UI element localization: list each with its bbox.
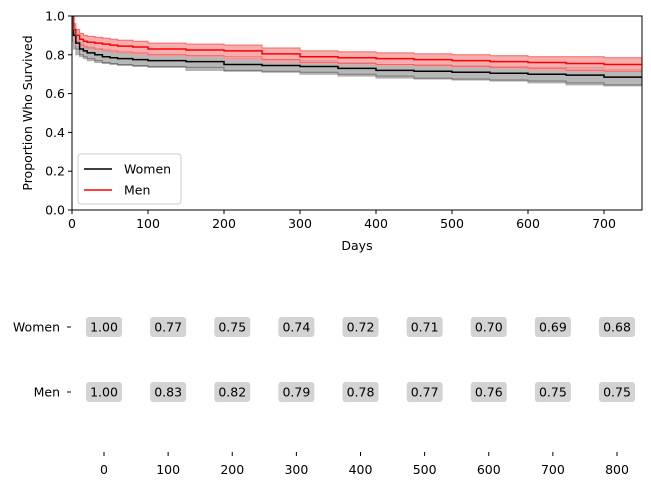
table-cell-box bbox=[86, 382, 122, 402]
plot-frame bbox=[71, 15, 643, 211]
table-cell-value: 0.78 bbox=[347, 385, 375, 400]
legend: Women Men bbox=[77, 153, 182, 205]
table-cell-box bbox=[214, 382, 251, 402]
table-cell-box bbox=[599, 382, 635, 402]
table-x-tick-label: 600 bbox=[477, 462, 501, 477]
table-cell-value: 0.69 bbox=[539, 320, 567, 335]
table-cell-box bbox=[470, 317, 507, 337]
x-tick-label: 100 bbox=[136, 216, 160, 231]
x-tick-label: 200 bbox=[212, 216, 236, 231]
table-cell-box bbox=[534, 317, 571, 337]
table-cell-value: 1.00 bbox=[90, 385, 118, 400]
y-tick-label: 0.4 bbox=[45, 125, 65, 140]
table-cell-value: 0.68 bbox=[603, 320, 631, 335]
table-cell-value: 0.71 bbox=[411, 320, 439, 335]
y-tick-label: 0.2 bbox=[45, 164, 65, 179]
x-axis-label: Days bbox=[341, 238, 372, 253]
table-cell-value: 0.82 bbox=[218, 385, 246, 400]
table-cell-box bbox=[86, 317, 122, 337]
table-cell-box bbox=[150, 382, 187, 402]
men-legend-label: Men bbox=[124, 183, 150, 198]
survival-curve-chart: 0 100 200 300 400 500 600 700 0.0 0.2 0.4 0.6 0.8 1.… bbox=[20, 9, 643, 253]
table-x-tick-label: 500 bbox=[413, 462, 437, 477]
table-cell-value: 0.75 bbox=[539, 385, 567, 400]
y-tick-label: 0.0 bbox=[45, 203, 65, 218]
table-cell-value: 0.74 bbox=[282, 320, 310, 335]
table-cell-box bbox=[214, 317, 251, 337]
table-cell-value: 0.76 bbox=[475, 385, 503, 400]
table-x-tick-label: 300 bbox=[284, 462, 308, 477]
x-tick-label: 0 bbox=[68, 216, 76, 231]
women-survival-line bbox=[72, 16, 642, 79]
table-x-tick-label: 400 bbox=[349, 462, 373, 477]
table-cell-value: 0.83 bbox=[154, 385, 182, 400]
table-cell-value: 0.77 bbox=[411, 385, 439, 400]
y-axis-label: Proportion Who Survived bbox=[20, 35, 35, 190]
confidence-bands bbox=[72, 16, 642, 87]
y-axis-ticks: 0.0 0.2 0.4 0.6 0.8 1.0 bbox=[45, 9, 72, 218]
women-lower-bound-line bbox=[72, 16, 642, 86]
table-cell-box bbox=[342, 382, 379, 402]
survival-lines bbox=[72, 16, 642, 79]
table-cell-value: 0.72 bbox=[347, 320, 375, 335]
men-confidence-band bbox=[72, 16, 642, 72]
table-cell-value: 1.00 bbox=[90, 320, 118, 335]
table-cell-box bbox=[278, 382, 315, 402]
table-x-tick-label: 800 bbox=[605, 462, 629, 477]
x-tick-label: 500 bbox=[440, 216, 464, 231]
table-x-tick-label: 100 bbox=[156, 462, 180, 477]
table-cell-value: 0.75 bbox=[218, 320, 246, 335]
x-axis-ticks: 0 100 200 300 400 500 600 700 bbox=[68, 210, 616, 231]
table-cell-box bbox=[599, 317, 635, 337]
table-cell-value: 0.70 bbox=[475, 320, 503, 335]
men-upper-bound-line bbox=[72, 16, 642, 59]
table-x-tick-label: 700 bbox=[541, 462, 565, 477]
x-tick-label: 400 bbox=[364, 216, 388, 231]
table-cell-box bbox=[534, 382, 571, 402]
table-cell-value: 0.79 bbox=[282, 385, 310, 400]
at-risk-table: Women 1.00 0.77 0.75 0.74 0.72 0.71 0.70 0.69 0.6… bbox=[13, 317, 635, 477]
men-survival-line bbox=[72, 16, 642, 66]
row-label-men: Men bbox=[34, 385, 60, 400]
x-tick-label: 700 bbox=[592, 216, 616, 231]
table-x-tick-label: 200 bbox=[220, 462, 244, 477]
table-cell-value: 0.75 bbox=[603, 385, 631, 400]
women-legend-label: Women bbox=[124, 162, 171, 177]
men-lower-bound-line bbox=[72, 16, 642, 72]
y-tick-label: 0.6 bbox=[45, 86, 65, 101]
y-tick-label: 1.0 bbox=[45, 9, 65, 24]
x-tick-label: 600 bbox=[516, 216, 540, 231]
table-cell-value: 0.77 bbox=[154, 320, 182, 335]
table-cell-box bbox=[342, 317, 379, 337]
table-cell-box bbox=[278, 317, 315, 337]
table-x-tick-label: 0 bbox=[100, 462, 108, 477]
table-cell-box bbox=[150, 317, 187, 337]
table-cell-box bbox=[406, 382, 443, 402]
x-tick-label: 300 bbox=[288, 216, 312, 231]
y-tick-label: 0.8 bbox=[45, 47, 65, 62]
row-label-women: Women bbox=[13, 320, 60, 335]
legend-box bbox=[77, 153, 182, 205]
table-cell-box bbox=[470, 382, 507, 402]
table-cell-box bbox=[406, 317, 443, 337]
